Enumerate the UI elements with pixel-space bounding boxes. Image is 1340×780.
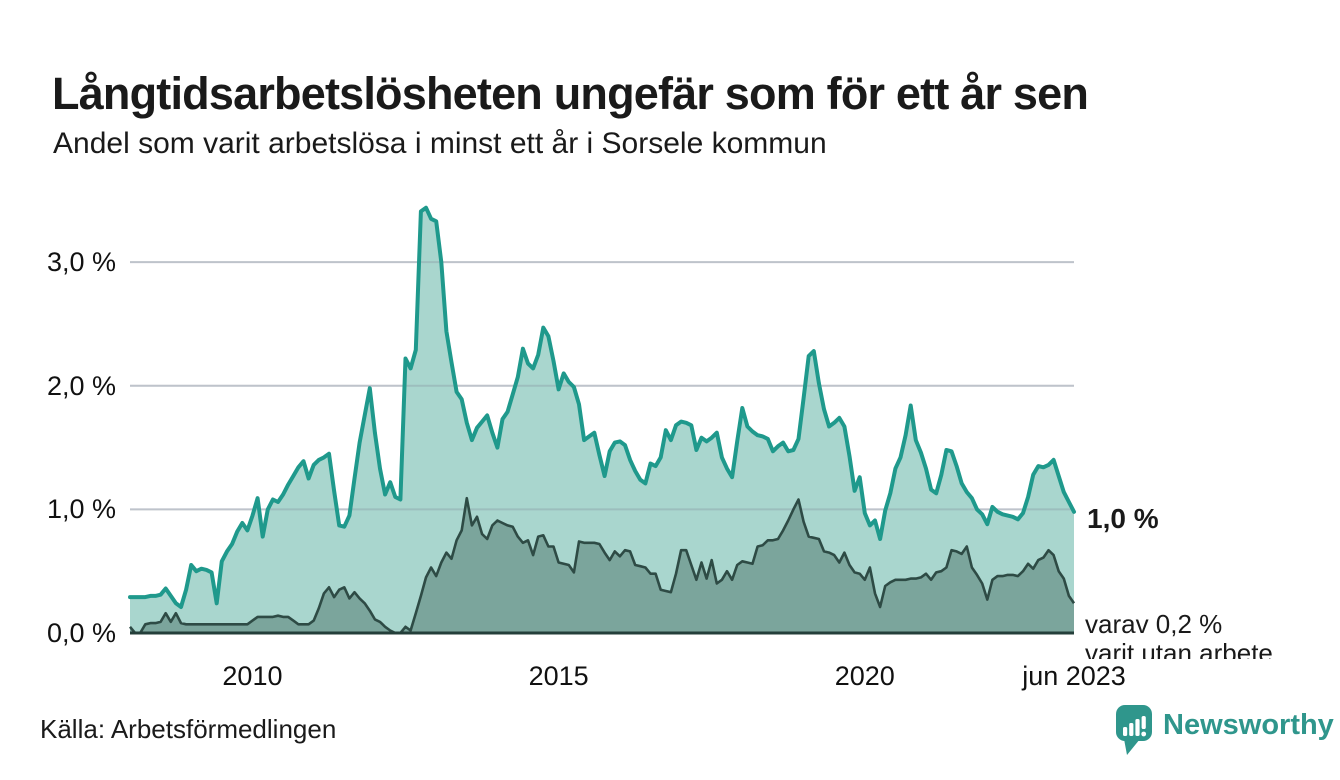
latest-value-label: 1,0 % (1087, 502, 1159, 534)
page-title: Långtidsarbetslösheten ungefär som för e… (52, 68, 1089, 120)
x-axis-tick-jun-2023: jun 2023 (1022, 661, 1126, 691)
newsworthy-logo[interactable]: Newsworthy (1114, 703, 1334, 757)
x-axis-tick-2010: 2010 (222, 661, 283, 691)
x-axis-tick-2015: 2015 (528, 661, 589, 691)
subset-value-line1: varav 0,2 % (1085, 610, 1223, 640)
y-axis-tick-2-percent: 2,0 % (46, 370, 116, 401)
subset-value-label: varav 0,2 % varit utan arbete (1085, 610, 1273, 659)
y-axis-tick-3-percent: 3,0 % (46, 247, 116, 278)
chart-subtitle: Andel som varit arbetslösa i minst ett å… (53, 127, 827, 160)
subset-value-line2: varit utan arbete (1085, 638, 1273, 660)
x-axis-tick-2020: 2020 (834, 661, 895, 691)
source-caption: Källa: Arbetsförmedlingen (40, 714, 337, 744)
y-axis-tick-0-percent: 0,0 % (46, 618, 116, 648)
newsworthy-logo-text: Newsworthy (1163, 709, 1334, 741)
newsworthy-logo-icon (1116, 705, 1152, 755)
y-axis-tick-1-percent: 1,0 % (46, 494, 116, 525)
